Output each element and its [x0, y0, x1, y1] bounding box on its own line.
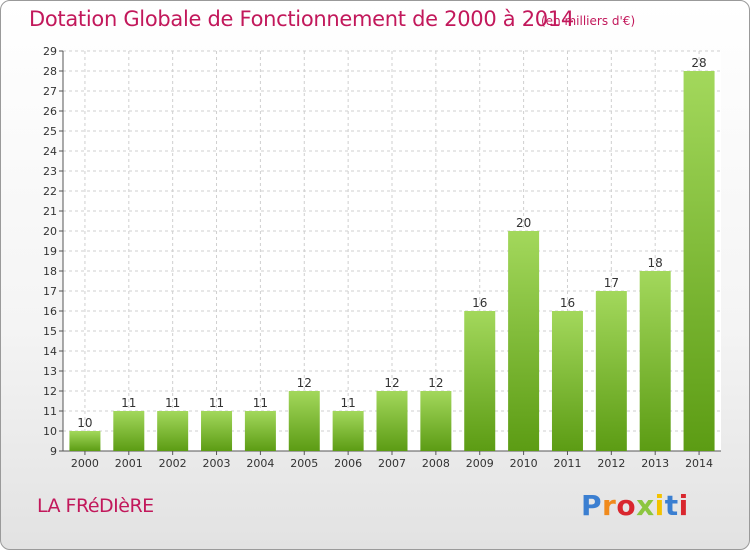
bar-2014[interactable]	[683, 71, 715, 451]
data-label: 16	[560, 296, 575, 310]
y-tick-label: 22	[43, 185, 57, 198]
x-tick-label: 2004	[246, 457, 274, 470]
commune-name: LA FRéDIèRE	[37, 495, 154, 517]
x-tick-label: 2011	[553, 457, 581, 470]
logo-letter: r	[602, 489, 617, 522]
y-tick-label: 20	[43, 225, 57, 238]
bar-2007[interactable]	[376, 391, 408, 451]
y-tick-label: 18	[43, 265, 57, 278]
data-label: 17	[604, 276, 619, 290]
bar-2011[interactable]	[551, 311, 583, 451]
data-label: 11	[165, 396, 180, 410]
x-tick-label: 2009	[466, 457, 494, 470]
bar-2006[interactable]	[332, 411, 364, 451]
y-tick-labels: 9 10 11 12 13 14 15 16 17 18 19 20 21 22 23 24 25 26 27 28 2…	[43, 45, 57, 458]
data-label: 20	[516, 216, 531, 230]
bar-2009[interactable]	[464, 311, 496, 451]
x-tick-labels: 2000 2001 2002 2003 2004 2005 2006 2007 2008 2009…	[71, 457, 713, 470]
y-tick-label: 19	[43, 245, 57, 258]
x-tick-label: 2000	[71, 457, 99, 470]
data-label: 11	[340, 396, 355, 410]
data-label: 11	[253, 396, 268, 410]
y-tick-label: 16	[43, 305, 57, 318]
y-tick-label: 23	[43, 165, 57, 178]
bar-2002[interactable]	[157, 411, 189, 451]
x-tick-label: 2005	[290, 457, 318, 470]
x-tick-label: 2010	[510, 457, 538, 470]
data-label: 18	[648, 256, 663, 270]
x-tick-label: 2006	[334, 457, 362, 470]
y-tick-label: 14	[43, 345, 57, 358]
bars	[69, 71, 715, 451]
bar-2005[interactable]	[288, 391, 320, 451]
data-label: 12	[428, 376, 443, 390]
bar-2001[interactable]	[113, 411, 145, 451]
y-tick-label: 13	[43, 365, 57, 378]
x-tick-label: 2012	[597, 457, 625, 470]
chart-subtitle: (en milliers d'€)	[541, 14, 636, 28]
y-tick-label: 9	[50, 445, 57, 458]
logo-letter: i	[654, 489, 665, 522]
y-tick-label: 10	[43, 425, 57, 438]
bar-2010[interactable]	[508, 231, 540, 451]
data-label: 10	[77, 416, 92, 430]
logo-letter: P	[581, 489, 603, 522]
x-tick-label: 2007	[378, 457, 406, 470]
y-tick-label: 25	[43, 125, 57, 138]
y-tick-label: 28	[43, 65, 57, 78]
bar-2000[interactable]	[69, 431, 101, 451]
y-tick-label: 12	[43, 385, 57, 398]
y-tick-label: 17	[43, 285, 57, 298]
bar-2003[interactable]	[201, 411, 233, 451]
y-tick-label: 21	[43, 205, 57, 218]
data-label: 11	[121, 396, 136, 410]
y-tick-label: 24	[43, 145, 57, 158]
data-label: 28	[691, 56, 706, 70]
x-tick-label: 2008	[422, 457, 450, 470]
chart-title: Dotation Globale de Fonctionnement de 20…	[29, 7, 574, 31]
x-tick-label: 2001	[115, 457, 143, 470]
y-tick-label: 11	[43, 405, 57, 418]
logo-letter: o	[616, 489, 637, 522]
y-tick-label: 26	[43, 105, 57, 118]
bar-2013[interactable]	[639, 271, 671, 451]
data-labels: 10 11 11 11 11 12 11 12 12 16 20 16 17 18 28	[77, 56, 706, 430]
data-label: 16	[472, 296, 487, 310]
logo-letter: t	[664, 489, 679, 522]
grid-lines	[63, 50, 721, 452]
bar-2012[interactable]	[595, 291, 627, 451]
logo-letter: i	[678, 489, 689, 522]
data-label: 12	[297, 376, 312, 390]
data-label: 11	[209, 396, 224, 410]
x-tick-label: 2013	[641, 457, 669, 470]
x-tick-label: 2014	[685, 457, 713, 470]
x-tick-label: 2003	[203, 457, 231, 470]
x-tick-label: 2002	[159, 457, 187, 470]
logo-letter: x	[636, 489, 655, 522]
y-tick-label: 15	[43, 325, 57, 338]
bar-2004[interactable]	[244, 411, 276, 451]
y-tick-label: 27	[43, 85, 57, 98]
data-label: 12	[384, 376, 399, 390]
proxiti-logo[interactable]: Proxiti	[581, 489, 689, 522]
y-tick-label: 29	[43, 45, 57, 58]
bar-2008[interactable]	[420, 391, 452, 451]
